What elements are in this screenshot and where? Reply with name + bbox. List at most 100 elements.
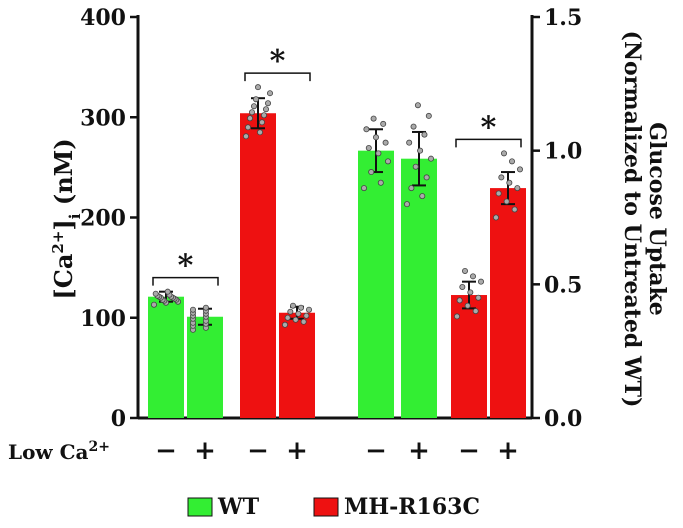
data-point	[403, 201, 410, 208]
data-point	[254, 84, 261, 91]
data-point	[498, 174, 505, 181]
significance-bracket	[244, 72, 311, 82]
significance-bracket	[152, 276, 219, 286]
right-tick-label: 1.5	[544, 5, 582, 31]
data-point	[281, 321, 288, 328]
significance-star: *	[481, 110, 497, 145]
data-point	[189, 306, 196, 313]
legend-swatch	[187, 497, 213, 517]
low-ca-symbol: +	[408, 436, 430, 466]
data-point	[508, 158, 515, 165]
significance-star: *	[178, 249, 194, 284]
data-point	[500, 150, 507, 157]
data-point	[414, 102, 421, 109]
data-point	[297, 304, 304, 311]
data-point	[292, 316, 299, 323]
left-tick-label: 300	[80, 105, 126, 131]
data-point	[511, 206, 518, 213]
data-point	[260, 112, 267, 119]
data-point	[365, 144, 372, 151]
data-point	[514, 185, 521, 192]
bar	[240, 113, 276, 419]
low-ca-symbol: −	[155, 436, 177, 466]
right-tick-label: 0.5	[544, 272, 582, 298]
data-point	[248, 109, 255, 116]
data-point	[368, 169, 375, 176]
data-point	[289, 302, 296, 309]
data-point	[370, 115, 377, 122]
left-tick-label: 200	[80, 206, 126, 232]
data-point	[408, 185, 415, 192]
data-point	[464, 302, 471, 309]
axes: 0 100 200 300 400 0.0 0.5 1.0 1.5	[80, 5, 582, 432]
data-point	[421, 131, 428, 138]
data-point	[303, 312, 310, 319]
data-point	[472, 308, 479, 315]
data-point	[384, 158, 391, 165]
data-point	[503, 198, 510, 205]
data-point	[152, 290, 159, 297]
data-point	[425, 112, 432, 119]
low-ca-symbol: +	[194, 436, 216, 466]
data-point	[423, 174, 430, 181]
bar	[401, 158, 437, 419]
significance-bracket	[455, 138, 522, 148]
data-point	[459, 284, 466, 291]
data-point	[377, 179, 384, 186]
bars: − + − +**− + − +*	[148, 44, 526, 466]
data-point	[375, 150, 382, 157]
data-point	[258, 119, 265, 126]
left-tick-label: 0	[111, 406, 126, 432]
data-point	[469, 273, 476, 280]
data-point	[517, 166, 524, 173]
data-point	[419, 193, 426, 200]
data-point	[256, 129, 263, 136]
significance-star: *	[270, 44, 286, 79]
right-tick-label: 0.0	[544, 406, 582, 432]
data-point	[406, 139, 413, 146]
low-ca-symbol: +	[497, 436, 519, 466]
data-point	[372, 134, 379, 141]
data-point	[467, 289, 474, 296]
data-point	[382, 139, 389, 146]
bar	[279, 312, 315, 418]
bar	[187, 316, 223, 418]
low-ca-symbol: +	[286, 436, 308, 466]
data-point	[250, 103, 257, 110]
legend-swatch	[313, 497, 339, 517]
data-point	[495, 190, 502, 197]
data-point	[264, 100, 271, 107]
data-point	[262, 106, 269, 113]
data-point	[506, 179, 513, 186]
data-point	[246, 115, 253, 122]
low-ca-row-label: Low Ca2+	[8, 439, 110, 464]
data-point	[300, 318, 307, 325]
data-point	[363, 126, 370, 133]
bar	[148, 296, 184, 418]
data-point	[417, 147, 424, 154]
data-point	[284, 314, 291, 321]
data-point	[492, 214, 499, 221]
data-point	[266, 90, 273, 97]
data-point	[164, 288, 171, 295]
data-point	[360, 185, 367, 192]
bar	[358, 150, 394, 418]
labels: [Ca2+]i (nM) Glucose Uptake (Normalized …	[8, 31, 670, 464]
left-tick-label: 400	[80, 5, 126, 31]
left-tick-label: 100	[80, 306, 126, 332]
data-point	[410, 123, 417, 130]
legend: WT MH-R163C	[187, 494, 480, 520]
data-point	[427, 155, 434, 162]
low-ca-symbol: −	[458, 436, 480, 466]
data-point	[150, 301, 157, 308]
bar	[451, 295, 487, 418]
legend-label: WT	[217, 494, 260, 520]
data-point	[475, 294, 482, 301]
left-axis-title: [Ca2+]i (nM)	[49, 138, 84, 299]
data-point	[202, 304, 209, 311]
right-axis-title-line2: (Normalized to Untreated WT)	[619, 31, 645, 408]
right-tick-label: 1.0	[544, 139, 582, 165]
data-point	[453, 313, 460, 320]
data-point	[380, 120, 387, 127]
